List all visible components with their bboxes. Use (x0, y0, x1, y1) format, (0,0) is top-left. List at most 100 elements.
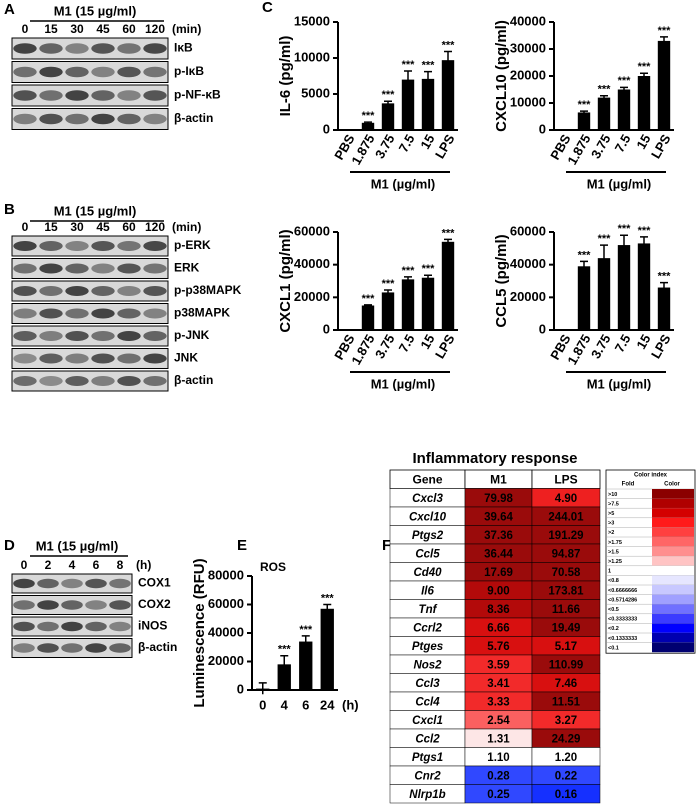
band (65, 286, 89, 296)
y-axis-label: IL-6 (pg/ml) (277, 36, 294, 117)
error-bar (600, 94, 608, 100)
legend-label: <0.8 (608, 578, 619, 584)
fold-value: 1.31 (487, 733, 510, 745)
fold-value: 5.76 (487, 641, 509, 653)
y-tick-label: 10000 (294, 49, 330, 64)
significance: *** (658, 271, 672, 283)
band (13, 621, 35, 632)
y-tick-label: 80000 (208, 567, 244, 582)
fold-value: 0.25 (487, 789, 510, 801)
fold-value: 8.36 (487, 604, 509, 616)
lane-label: 45 (96, 22, 110, 36)
significance: *** (382, 278, 396, 290)
band (91, 263, 115, 274)
error-bar (280, 655, 289, 673)
panel-label: B (4, 201, 15, 218)
gene-name: Cxcl3 (412, 493, 443, 505)
x-tick-label: 4 (281, 697, 289, 712)
band (13, 263, 37, 274)
band (85, 578, 107, 589)
x-tick-label: LPS (432, 331, 458, 361)
bar (320, 608, 334, 690)
gene-name: Cxcl10 (409, 511, 447, 523)
significance: *** (578, 249, 592, 261)
band (65, 43, 89, 54)
fold-value: 36.44 (484, 548, 513, 560)
panel-label: A (4, 1, 15, 18)
y-tick-label: 20000 (510, 67, 546, 82)
legend-label: >7.5 (608, 501, 619, 507)
x-tick-label: 7.5 (612, 332, 634, 355)
error-bar (258, 682, 267, 695)
bar (441, 60, 455, 130)
band (39, 286, 63, 296)
lane-unit: (h) (136, 558, 151, 572)
significance: *** (362, 110, 376, 122)
error-bar (580, 110, 588, 114)
fold-value: 3.33 (487, 696, 509, 708)
band (37, 600, 59, 610)
band (117, 308, 141, 319)
lane-label: 0 (21, 558, 28, 572)
column-header: Gene (412, 472, 442, 486)
bar (361, 305, 375, 330)
y-tick-label: 40000 (510, 256, 546, 271)
significance: *** (598, 233, 612, 245)
band (143, 308, 167, 319)
error-bar (384, 100, 392, 106)
legend-swatch (652, 633, 694, 643)
legend-column: Fold (622, 482, 635, 488)
legend-swatch (652, 623, 694, 633)
column-header: LPS (554, 472, 577, 486)
y-tick-label: 60000 (294, 223, 330, 238)
legend-column: Color (664, 482, 680, 488)
band (117, 90, 141, 101)
error-bar (580, 260, 588, 272)
fold-value: 9.00 (487, 585, 509, 597)
x-group-label: M1 (µg/ml) (371, 376, 436, 391)
gene-name: Cxcl1 (412, 715, 443, 727)
x-group-label: M1 (µg/ml) (587, 376, 652, 391)
x-tick-label: 15 (633, 132, 653, 152)
band (91, 331, 115, 341)
gene-name: Cnr2 (414, 770, 441, 782)
significance: *** (442, 39, 456, 51)
y-tick-label: 20000 (294, 289, 330, 304)
fold-value: 191.29 (548, 530, 583, 542)
lane-label: 2 (45, 558, 52, 572)
band (117, 263, 141, 274)
band (109, 600, 131, 610)
blot-row-label: p-IκB (174, 64, 204, 78)
fold-value: 79.98 (484, 493, 513, 505)
band (85, 621, 107, 632)
fold-value: 3.59 (487, 659, 509, 671)
band (143, 66, 167, 78)
blot-row-label: p38MAPK (174, 306, 230, 320)
band (143, 263, 167, 274)
gene-name: Ptges (412, 641, 443, 653)
band (39, 353, 63, 364)
fold-value: 0.16 (555, 789, 577, 801)
gene-name: Ccrl2 (413, 622, 442, 634)
band (61, 578, 83, 589)
x-tick-label: 0 (259, 697, 266, 712)
band (91, 308, 115, 319)
fold-value: 0.22 (555, 770, 577, 782)
band (61, 643, 83, 653)
y-tick-label: 15000 (294, 13, 330, 28)
x-group-label: M1 (µg/ml) (371, 176, 436, 191)
bar (401, 279, 415, 330)
bar (617, 245, 631, 330)
band (13, 90, 37, 101)
gene-name: Ccl2 (415, 733, 440, 745)
lane-label: 15 (44, 22, 58, 36)
bar (421, 277, 435, 330)
fold-value: 1.20 (555, 752, 577, 764)
legend-label: >5 (608, 511, 614, 517)
gene-name: Ptgs1 (412, 752, 443, 764)
band (117, 286, 141, 296)
band (65, 66, 89, 78)
error-bar (660, 36, 668, 45)
band (39, 308, 63, 319)
band (117, 376, 141, 386)
